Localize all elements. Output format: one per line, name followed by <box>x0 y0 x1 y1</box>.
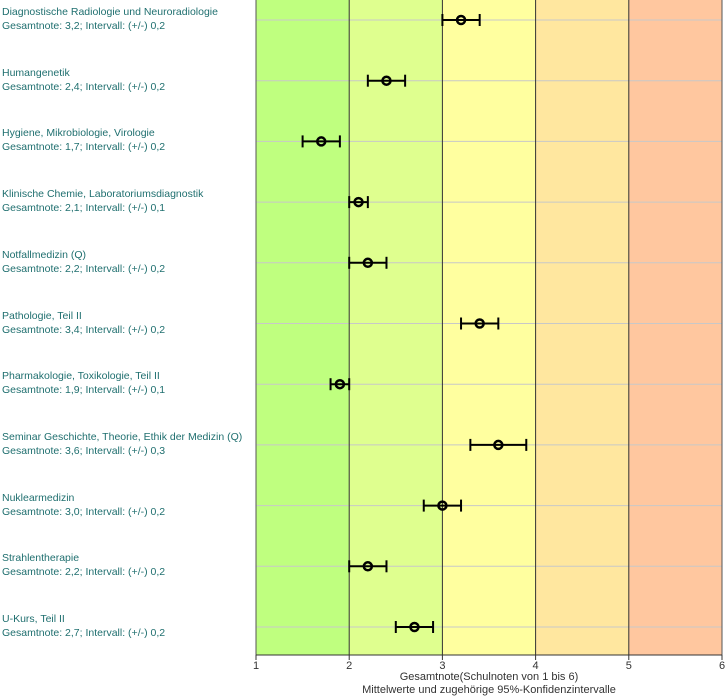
category-label: Nuklearmedizin Gesamtnote: 3,0; Intervall… <box>2 491 252 519</box>
band-boundaries <box>255 0 723 655</box>
error-bar-group <box>422 499 463 512</box>
grade-bands <box>256 0 722 655</box>
category-name: Hygiene, Mikrobiologie, Virologie <box>2 127 155 140</box>
x-tick-label: 4 <box>533 660 539 672</box>
x-tick-label: 5 <box>626 660 632 672</box>
category-grade-text: Gesamtnote: 1,7; Intervall: (+/-) 0,2 <box>2 141 166 154</box>
x-tick-label: 3 <box>439 660 445 672</box>
mean-marker <box>493 439 504 451</box>
category-grade-text: Gesamtnote: 2,4; Intervall: (+/-) 0,2 <box>2 80 166 93</box>
category-grade-text: Gesamtnote: 3,4; Intervall: (+/-) 0,2 <box>2 323 166 336</box>
category-label: Diagnostische Radiologie und Neuroradiol… <box>2 5 252 33</box>
category-name: Klinische Chemie, Laboratoriumsdiagnosti… <box>2 188 204 201</box>
category-label: Seminar Geschichte, Theorie, Ethik der M… <box>2 430 252 458</box>
category-name: Seminar Geschichte, Theorie, Ethik der M… <box>2 430 243 443</box>
error-bar-group <box>366 74 407 87</box>
category-label: Pharmakologie, Toxikologie, Teil II Gesam… <box>2 369 252 397</box>
category-name: Humangenetik <box>2 66 70 79</box>
error-bar-group <box>441 14 481 26</box>
mean-marker <box>334 378 346 390</box>
category-grade-text: Gesamtnote: 3,2; Intervall: (+/-) 0,2 <box>2 20 166 32</box>
error-bar-group <box>460 317 500 330</box>
category-name: Strahlentherapie <box>2 552 80 565</box>
mean-marker <box>362 257 374 269</box>
error-bar-group <box>348 196 369 209</box>
x-axis-title: Gesamtnote(Schulnoten von 1 bis 6) <box>399 671 579 683</box>
category-grade-text: Gesamtnote: 2,7; Intervall: (+/-) 0,2 <box>2 627 166 639</box>
band-3 <box>442 0 536 655</box>
x-tick-label: 6 <box>719 660 725 672</box>
x-axis-subtitle: Mittelwerte und zugehörige 95%-Konfidenz… <box>362 684 616 696</box>
category-name: Pharmakologie, Toxikologie, Teil II <box>2 370 160 383</box>
mean-marker <box>315 136 327 147</box>
category-label: Klinische Chemie, Laboratoriumsdiagnosti… <box>2 187 252 215</box>
category-name: U-Kurs, Teil II <box>2 613 65 625</box>
error-bar-group <box>329 378 351 391</box>
category-label: U-Kurs, Teil II Gesamtnote: 2,7; Interval… <box>2 612 252 640</box>
category-grade-text: Gesamtnote: 3,6; Intervall: (+/-) 0,3 <box>2 444 166 457</box>
category-label: Hygiene, Mikrobiologie, Virologie Gesamtn… <box>2 126 252 154</box>
mean-marker <box>353 196 364 208</box>
band-4 <box>535 0 629 655</box>
category-grade-text: Gesamtnote: 1,9; Intervall: (+/-) 0,1 <box>2 384 166 397</box>
band-2 <box>349 0 443 655</box>
category-name: Notfallmedizin (Q) <box>2 248 87 261</box>
mean-marker <box>455 14 467 26</box>
mean-marker <box>362 561 374 572</box>
category-name: Diagnostische Radiologie und Neuroradiol… <box>2 6 218 18</box>
error-bar-group <box>394 621 435 633</box>
error-bar-group <box>469 438 528 451</box>
category-label: Pathologie, Teil II Gesamtnote: 3,4; Inte… <box>2 309 252 337</box>
category-grade-text: Gesamtnote: 2,2; Intervall: (+/-) 0,2 <box>2 566 166 579</box>
mean-marker <box>409 621 420 633</box>
error-bar-group <box>348 560 388 573</box>
error-bar-group <box>348 256 388 269</box>
x-axis: 1 2 3 4 5 6 <box>253 654 725 672</box>
x-tick-label: 1 <box>253 660 259 672</box>
category-name: Nuklearmedizin <box>2 491 75 504</box>
category-grade-text: Gesamtnote: 2,1; Intervall: (+/-) 0,1 <box>2 202 166 215</box>
error-bar-group <box>301 135 341 148</box>
mean-marker <box>474 318 485 329</box>
category-label: Strahlentherapie Gesamtnote: 2,2; Interva… <box>2 551 252 579</box>
mean-marker <box>437 500 448 511</box>
x-tick-label: 2 <box>346 660 352 672</box>
category-grade-text: Gesamtnote: 3,0; Intervall: (+/-) 0,2 <box>2 505 166 518</box>
category-grade-text: Gesamtnote: 2,2; Intervall: (+/-) 0,2 <box>2 262 166 275</box>
category-label: Humangenetik Gesamtnote: 2,4; Intervall: … <box>2 66 252 94</box>
band-5 <box>628 0 722 655</box>
category-label: Notfallmedizin (Q) Gesamtnote: 2,2; Inter… <box>2 248 252 276</box>
data-marks <box>301 14 528 633</box>
category-name: Pathologie, Teil II <box>2 309 82 322</box>
mean-marker <box>381 75 392 86</box>
band-1 <box>256 0 350 655</box>
